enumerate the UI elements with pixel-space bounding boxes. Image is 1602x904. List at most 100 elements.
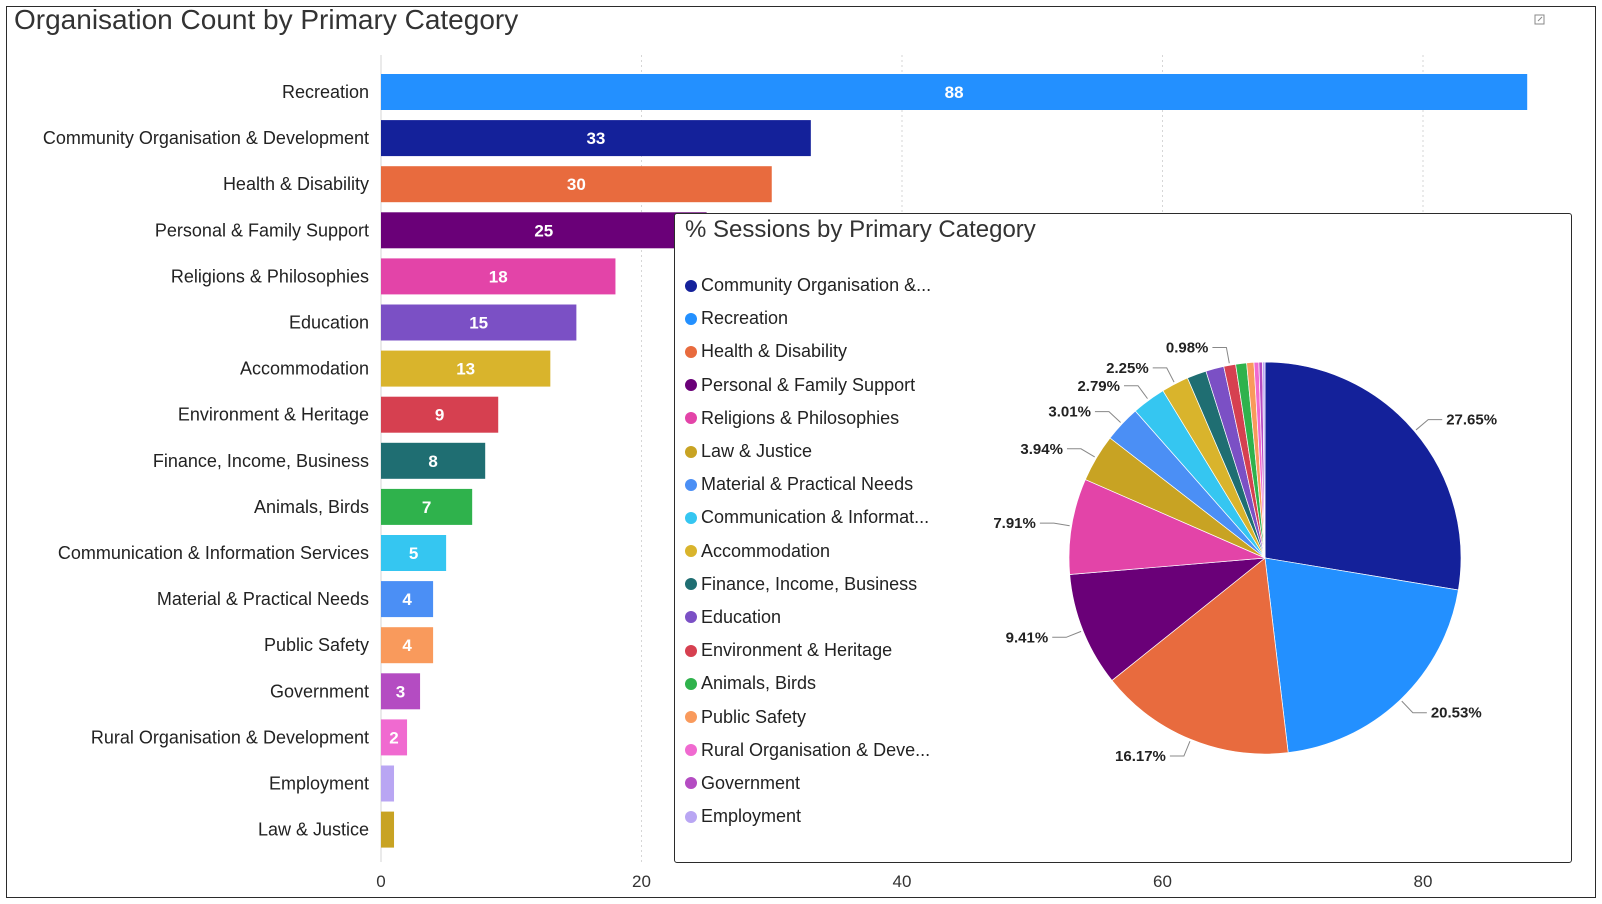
legend-label: Personal & Family Support (701, 374, 916, 395)
bar-value-label: 4 (402, 590, 412, 609)
legend-item[interactable]: Environment & Heritage (685, 634, 931, 667)
legend-dot-icon (685, 412, 697, 425)
category-label: Government (270, 681, 369, 701)
leader-line (1169, 741, 1191, 757)
legend-item[interactable]: Material & Practical Needs (685, 468, 931, 501)
legend-item[interactable]: Community Organisation &... (685, 269, 931, 302)
legend-dot-icon (685, 711, 697, 724)
pie-slice[interactable] (1068, 479, 1266, 575)
legend-item[interactable]: Government (685, 767, 931, 800)
pie-legend: Community Organisation &... Recreation Hea… (685, 269, 931, 833)
leader-line (1052, 630, 1082, 638)
pie-slice[interactable] (1264, 557, 1459, 754)
pie-slice[interactable] (1264, 361, 1462, 591)
legend-item[interactable]: Religions & Philosophies (685, 402, 931, 435)
legend-item[interactable]: Law & Justice (685, 435, 931, 468)
legend-item[interactable]: Finance, Income, Business (685, 568, 931, 601)
legend-item[interactable]: Communication & Informat... (685, 501, 931, 534)
legend-label: Rural Organisation & Deve... (701, 739, 931, 760)
bar-value-label: 13 (456, 360, 475, 379)
legend-label: Accommodation (701, 540, 831, 561)
legend-label: Education (701, 606, 782, 627)
category-label: Communication & Information Services (58, 543, 369, 563)
x-tick-label: 80 (1414, 872, 1433, 891)
bar-value-label: 30 (567, 175, 586, 194)
bar-value-label: 2 (389, 728, 398, 747)
slice-percent-label: 16.17% (1115, 748, 1166, 765)
category-label: Public Safety (264, 635, 369, 655)
slice-percent-label: 2.25% (1106, 360, 1149, 377)
legend-item[interactable]: Animals, Birds (685, 667, 931, 700)
bar[interactable] (381, 488, 473, 525)
bar-value-label: 33 (586, 129, 605, 148)
legend-item[interactable]: Public Safety (685, 700, 931, 733)
bar-value-label: 25 (534, 221, 553, 240)
legend-dot-icon (685, 777, 697, 790)
bar-value-label: 4 (402, 636, 412, 655)
legend-label: Finance, Income, Business (701, 573, 918, 594)
legend-item[interactable]: Accommodation (685, 535, 931, 568)
legend-dot-icon (685, 611, 697, 624)
legend-item[interactable]: Personal & Family Support (685, 369, 931, 402)
category-label: Employment (269, 774, 369, 794)
bar[interactable] (381, 442, 486, 479)
legend-dot-icon (685, 644, 697, 657)
slice-percent-label: 27.65% (1446, 412, 1497, 429)
leader-line (1066, 448, 1095, 458)
category-label: Religions & Philosophies (171, 266, 369, 286)
pie-chart-panel: % Sessions by Primary Category Community… (674, 213, 1572, 863)
legend-item[interactable]: Employment (685, 800, 931, 833)
bar[interactable] (381, 258, 616, 295)
bar[interactable] (381, 811, 395, 848)
bar[interactable] (381, 627, 434, 664)
bar[interactable] (381, 212, 707, 249)
legend-label: Community Organisation &... (701, 275, 932, 296)
bar[interactable] (381, 120, 811, 157)
bar-value-label: 5 (409, 544, 418, 563)
bar-value-label: 9 (435, 406, 444, 425)
legend-dot-icon (685, 578, 697, 591)
legend-item[interactable]: Recreation (685, 302, 931, 335)
category-label: Community Organisation & Development (43, 128, 369, 148)
slice-percent-label: 3.94% (1020, 441, 1063, 458)
legend-dot-icon (685, 744, 697, 757)
legend-label: Animals, Birds (701, 673, 817, 694)
pie-slice[interactable] (1111, 557, 1289, 755)
legend-label: Public Safety (701, 706, 807, 727)
pie-slice[interactable] (1069, 557, 1267, 681)
slice-percent-label: 20.53% (1431, 705, 1482, 722)
legend-item[interactable]: Health & Disability (685, 335, 931, 368)
panel-toolbar (1534, 14, 1545, 25)
legend-item[interactable]: Education (685, 601, 931, 634)
legend-item[interactable]: Rural Organisation & Deve... (685, 734, 931, 767)
slice-percent-label: 3.01% (1048, 404, 1091, 421)
legend-label: Environment & Heritage (701, 640, 893, 661)
category-label: Material & Practical Needs (157, 589, 369, 609)
legend-label: Recreation (701, 308, 789, 329)
bar[interactable] (381, 396, 499, 433)
category-label: Environment & Heritage (178, 405, 369, 425)
bar[interactable] (381, 74, 1528, 110)
bar-value-label: 18 (489, 267, 508, 286)
bar[interactable] (381, 581, 434, 618)
bar-value-label: 7 (422, 498, 431, 517)
bar[interactable] (381, 166, 772, 203)
legend-label: Communication & Informat... (701, 507, 930, 528)
pie-slice[interactable] (1262, 361, 1266, 559)
leader-line (1212, 347, 1230, 364)
bar[interactable] (381, 350, 551, 387)
bar[interactable] (381, 765, 395, 802)
leader-line (1415, 419, 1443, 431)
bar[interactable] (381, 304, 577, 341)
legend-label: Religions & Philosophies (701, 407, 900, 428)
expand-icon[interactable] (1534, 14, 1545, 25)
slice-percent-label: 9.41% (1006, 629, 1049, 646)
bar[interactable] (381, 719, 408, 756)
legend-dot-icon (685, 810, 697, 823)
category-label: Accommodation (240, 359, 369, 379)
legend-dot-icon (685, 677, 697, 690)
bar[interactable] (381, 673, 421, 710)
category-label: Health & Disability (223, 174, 369, 194)
pie-chart: 27.65% 20.53% 16.17% 9.41% 7.91% 3.94% 3.01% 2.… (993, 340, 1497, 766)
bar[interactable] (381, 535, 447, 571)
